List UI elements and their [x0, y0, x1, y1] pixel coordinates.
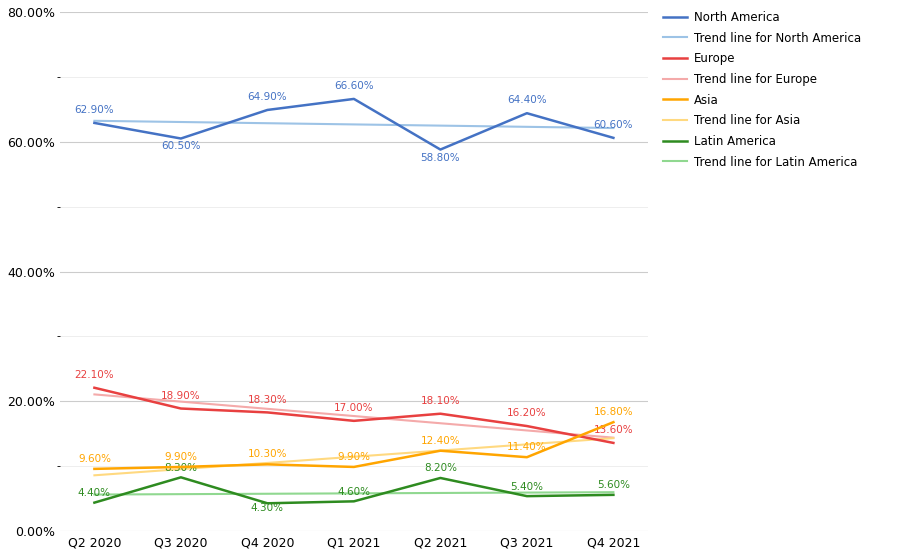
- Text: 9.90%: 9.90%: [165, 451, 197, 461]
- Trend line for Latin America: [89, 491, 100, 498]
- Text: 16.20%: 16.20%: [507, 408, 546, 418]
- Text: 17.00%: 17.00%: [334, 403, 373, 413]
- Trend line for Latin America: [262, 490, 273, 497]
- Trend line for Europe: [176, 398, 186, 405]
- Text: 62.90%: 62.90%: [75, 105, 114, 115]
- North America: [89, 120, 100, 126]
- Text: 18.90%: 18.90%: [161, 391, 201, 401]
- Text: 5.60%: 5.60%: [597, 480, 630, 490]
- Trend line for Europe: [262, 405, 273, 412]
- Text: 13.60%: 13.60%: [594, 425, 634, 435]
- Latin America: [262, 500, 273, 507]
- Text: 58.80%: 58.80%: [420, 152, 460, 162]
- North America: [608, 135, 619, 141]
- Trend line for Asia: [608, 435, 619, 441]
- Trend line for Latin America: [521, 489, 532, 496]
- Trend line for Europe: [89, 391, 100, 398]
- Text: 4.40%: 4.40%: [78, 488, 111, 498]
- Trend line for Latin America: [176, 491, 186, 498]
- Trend line for North America: [608, 125, 619, 131]
- Trend line for North America: [521, 123, 532, 130]
- Trend line for Asia: [89, 472, 100, 479]
- Line: Asia: Asia: [94, 422, 614, 469]
- Europe: [262, 409, 273, 416]
- Text: 12.40%: 12.40%: [420, 435, 460, 445]
- Europe: [176, 405, 186, 412]
- Trend line for North America: [262, 120, 273, 127]
- Trend line for Latin America: [435, 490, 446, 497]
- Line: Trend line for Latin America: Trend line for Latin America: [94, 492, 614, 494]
- Trend line for Europe: [608, 434, 619, 441]
- Text: 66.60%: 66.60%: [334, 81, 373, 91]
- Text: 64.40%: 64.40%: [507, 96, 546, 106]
- North America: [435, 146, 446, 153]
- Trend line for North America: [435, 122, 446, 129]
- Asia: [348, 464, 359, 470]
- Text: 60.50%: 60.50%: [161, 141, 201, 151]
- Asia: [435, 448, 446, 454]
- Text: 9.90%: 9.90%: [338, 451, 371, 461]
- Text: 18.10%: 18.10%: [420, 396, 460, 406]
- Legend: North America, Trend line for North America, Europe, Trend line for Europe, Asia: North America, Trend line for North Amer…: [660, 7, 865, 172]
- Trend line for Asia: [176, 466, 186, 473]
- Asia: [608, 419, 619, 425]
- Trend line for Asia: [521, 441, 532, 448]
- Text: 9.60%: 9.60%: [78, 454, 111, 464]
- Text: 18.30%: 18.30%: [248, 395, 287, 405]
- North America: [262, 107, 273, 113]
- Trend line for Europe: [435, 420, 446, 426]
- Text: 5.40%: 5.40%: [510, 481, 544, 492]
- Europe: [348, 418, 359, 424]
- Text: 64.90%: 64.90%: [248, 92, 287, 102]
- Asia: [176, 464, 186, 470]
- Europe: [521, 423, 532, 429]
- Trend line for Latin America: [608, 489, 619, 495]
- Europe: [608, 440, 619, 446]
- Text: 10.30%: 10.30%: [248, 449, 287, 459]
- Latin America: [608, 492, 619, 498]
- Europe: [435, 410, 446, 417]
- Trend line for North America: [348, 121, 359, 128]
- Europe: [89, 384, 100, 391]
- Text: 4.60%: 4.60%: [338, 487, 371, 497]
- North America: [176, 135, 186, 142]
- Latin America: [348, 498, 359, 505]
- Trend line for Asia: [262, 460, 273, 466]
- Latin America: [89, 499, 100, 506]
- North America: [521, 110, 532, 117]
- Line: Europe: Europe: [94, 388, 614, 443]
- Line: Trend line for North America: Trend line for North America: [94, 121, 614, 128]
- Text: 4.30%: 4.30%: [251, 503, 284, 513]
- Text: 11.40%: 11.40%: [507, 442, 546, 452]
- Trend line for Asia: [435, 447, 446, 454]
- Line: Trend line for Europe: Trend line for Europe: [94, 394, 614, 438]
- Asia: [262, 461, 273, 468]
- Trend line for Europe: [348, 413, 359, 419]
- North America: [348, 96, 359, 102]
- Text: 8.30%: 8.30%: [165, 463, 197, 473]
- Latin America: [521, 493, 532, 499]
- Line: Trend line for Asia: Trend line for Asia: [94, 438, 614, 475]
- Trend line for Europe: [521, 427, 532, 434]
- Asia: [89, 465, 100, 472]
- Latin America: [176, 474, 186, 480]
- Asia: [521, 454, 532, 460]
- Line: North America: North America: [94, 99, 614, 150]
- Trend line for North America: [89, 117, 100, 124]
- Line: Latin America: Latin America: [94, 477, 614, 503]
- Text: 22.10%: 22.10%: [75, 370, 114, 380]
- Text: 16.80%: 16.80%: [594, 407, 634, 417]
- Trend line for Latin America: [348, 490, 359, 497]
- Latin America: [435, 475, 446, 481]
- Text: 8.20%: 8.20%: [424, 464, 457, 473]
- Trend line for Asia: [348, 453, 359, 460]
- Text: 60.60%: 60.60%: [594, 120, 634, 130]
- Trend line for North America: [176, 118, 186, 125]
